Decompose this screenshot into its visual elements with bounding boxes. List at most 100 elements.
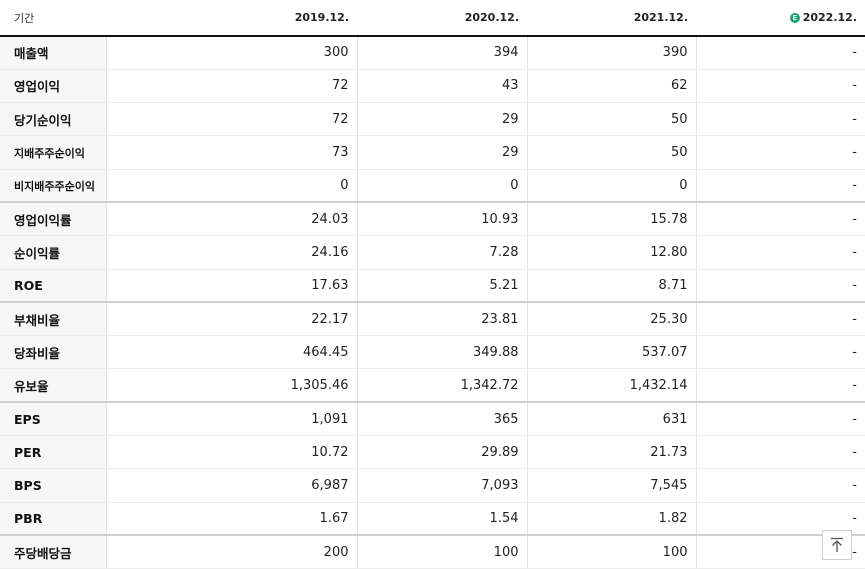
table-body: 매출액 300 394 390 - 영업이익 72 43 62 - 당기순이익 …: [0, 36, 865, 569]
table-cell: -: [695, 69, 865, 104]
table-row: 비지배주주순이익 0 0 0 -: [0, 169, 865, 204]
table-cell: 29: [356, 135, 527, 170]
table-cell: 17.63: [105, 269, 357, 304]
table-row: EPS 1,091 365 631 -: [0, 402, 865, 437]
table-cell: 24.03: [105, 202, 357, 237]
table-cell: 390: [526, 36, 696, 70]
table-cell: 73: [105, 135, 357, 170]
table-cell: 1,091: [105, 402, 357, 437]
table-cell: 0: [526, 169, 696, 204]
period-header-2022-label: 2022.12.: [802, 11, 857, 24]
row-label: 영업이익: [0, 69, 106, 104]
period-header-2022: E 2022.12.: [696, 0, 865, 37]
table-cell: 7,093: [356, 468, 527, 503]
table-row: PBR 1.67 1.54 1.82 -: [0, 502, 865, 537]
table-cell: -: [695, 335, 865, 370]
period-header-2020: 2020.12.: [357, 0, 527, 37]
row-label: 주당배당금: [0, 535, 106, 569]
table-cell: -: [695, 102, 865, 137]
table-cell: 29: [356, 102, 527, 137]
table-row: 매출액 300 394 390 -: [0, 36, 865, 70]
table-row: 주당배당금 200 100 100 -: [0, 535, 865, 569]
table-cell: -: [695, 435, 865, 470]
row-label: PBR: [0, 502, 106, 537]
table-cell: 10.93: [356, 202, 527, 237]
period-header-2019: 2019.12.: [106, 0, 357, 37]
row-label: BPS: [0, 468, 106, 503]
table-row: 유보율 1,305.46 1,342.72 1,432.14 -: [0, 368, 865, 404]
table-cell: -: [695, 235, 865, 270]
table-cell: 22.17: [105, 302, 357, 337]
table-row: 지배주주순이익 73 29 50 -: [0, 135, 865, 170]
table-cell: 464.45: [105, 335, 357, 370]
table-row: 영업이익률 24.03 10.93 15.78 -: [0, 202, 865, 237]
scroll-to-top-button[interactable]: [822, 530, 852, 560]
table-row: PER 10.72 29.89 21.73 -: [0, 435, 865, 470]
table-cell: -: [695, 402, 865, 437]
table-cell: -: [695, 269, 865, 304]
table-cell: 349.88: [356, 335, 527, 370]
table-cell: 72: [105, 102, 357, 137]
table-cell: -: [695, 302, 865, 337]
table-cell: 24.16: [105, 235, 357, 270]
table-cell: -: [695, 202, 865, 237]
row-label: 지배주주순이익: [0, 135, 106, 170]
row-label: 매출액: [0, 36, 106, 70]
table-cell: 23.81: [356, 302, 527, 337]
table-header: 기간 2019.12. 2020.12. 2021.12. E 2022.12.: [0, 0, 865, 37]
table-cell: 21.73: [526, 435, 696, 470]
table-cell: 0: [105, 169, 357, 204]
table-row: 당좌비율 464.45 349.88 537.07 -: [0, 335, 865, 370]
table-cell: -: [695, 368, 865, 404]
table-cell: -: [695, 468, 865, 503]
row-label: PER: [0, 435, 106, 470]
table-cell: 72: [105, 69, 357, 104]
table-cell: 25.30: [526, 302, 696, 337]
table-row: BPS 6,987 7,093 7,545 -: [0, 468, 865, 503]
table-cell: 7,545: [526, 468, 696, 503]
table-cell: 631: [526, 402, 696, 437]
table-cell: 50: [526, 135, 696, 170]
table-cell: 50: [526, 102, 696, 137]
table-cell: 5.21: [356, 269, 527, 304]
table-cell: 100: [356, 535, 527, 569]
table-cell: 200: [105, 535, 357, 569]
table-cell: 10.72: [105, 435, 357, 470]
row-label: EPS: [0, 402, 106, 437]
header-row: 기간 2019.12. 2020.12. 2021.12. E 2022.12.: [0, 0, 865, 37]
table-cell: 43: [356, 69, 527, 104]
table-cell: 537.07: [526, 335, 696, 370]
period-label-header: 기간: [0, 0, 106, 37]
table-row: 순이익률 24.16 7.28 12.80 -: [0, 235, 865, 270]
estimate-badge-icon: E: [789, 13, 800, 23]
table-cell: 1.82: [526, 502, 696, 537]
row-label: 순이익률: [0, 235, 106, 270]
table-cell: 1.54: [356, 502, 527, 537]
table-row: 영업이익 72 43 62 -: [0, 69, 865, 104]
table-cell: 1.67: [105, 502, 357, 537]
arrow-up-to-top-icon: [831, 537, 843, 552]
row-label: 부채비율: [0, 302, 106, 337]
table-row: 당기순이익 72 29 50 -: [0, 102, 865, 137]
row-label: 당좌비율: [0, 335, 106, 370]
table-cell: 62: [526, 69, 696, 104]
row-label: 비지배주주순이익: [0, 169, 106, 204]
table-cell: 15.78: [526, 202, 696, 237]
table-cell: -: [695, 135, 865, 170]
table-cell: 100: [526, 535, 696, 569]
table-row: 부채비율 22.17 23.81 25.30 -: [0, 302, 865, 337]
table-cell: 12.80: [526, 235, 696, 270]
table-cell: 1,342.72: [356, 368, 527, 404]
table-cell: 300: [105, 36, 357, 70]
table-cell: -: [695, 36, 865, 70]
table-cell: 0: [356, 169, 527, 204]
table-cell: 6,987: [105, 468, 357, 503]
table-cell: -: [695, 169, 865, 204]
row-label: 당기순이익: [0, 102, 106, 137]
row-label: 영업이익률: [0, 202, 106, 237]
table-cell: 1,305.46: [105, 368, 357, 404]
period-header-2021: 2021.12.: [527, 0, 696, 37]
table-cell: 1,432.14: [526, 368, 696, 404]
